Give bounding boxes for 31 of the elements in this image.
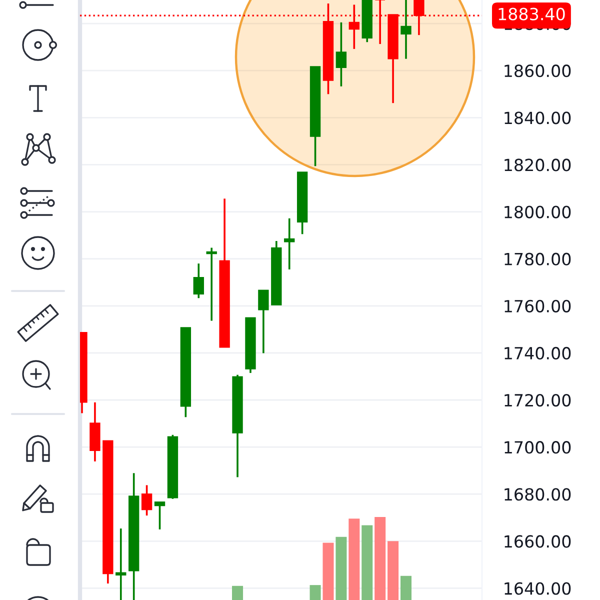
y-tick-label: 1780.00 — [504, 252, 571, 266]
bar — [374, 517, 386, 600]
y-tick-label: 1860.00 — [504, 64, 571, 78]
candlestick — [193, 262, 204, 300]
bar — [336, 536, 347, 600]
bar — [388, 541, 399, 600]
y-tick-label: 1760.00 — [504, 300, 571, 312]
y-tick-label: 1640.00 — [504, 582, 571, 595]
candlestick — [206, 246, 217, 322]
y-tick-label: 1720.00 — [504, 394, 571, 407]
candlestick — [400, 0, 412, 60]
bar — [310, 585, 321, 600]
candlestick — [284, 217, 295, 270]
y-tick-label: 1800.00 — [504, 206, 571, 218]
y-tick-label: 1840.00 — [504, 112, 571, 124]
bar — [400, 576, 412, 600]
candlestick — [336, 21, 347, 88]
candlestick — [258, 289, 269, 354]
y-tick-label: 1700.00 — [504, 441, 571, 454]
candlestick — [116, 528, 126, 600]
candlestick — [154, 500, 166, 530]
bar — [322, 542, 334, 600]
y-tick-label: 1660.00 — [504, 535, 571, 548]
bar — [232, 586, 244, 600]
bar — [348, 518, 360, 600]
ref-line-label: 1883.40 — [498, 8, 565, 20]
bar — [362, 525, 373, 600]
candlestick — [141, 484, 152, 516]
y-tick-label: 1740.00 — [504, 346, 571, 360]
y-tick-label: 1680.00 — [504, 488, 571, 501]
y-tick-label: 1820.00 — [504, 158, 571, 172]
